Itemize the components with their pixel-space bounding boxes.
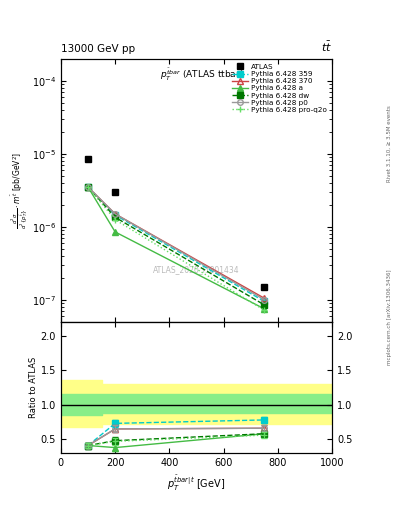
Line: Pythia 6.428 a: Pythia 6.428 a bbox=[85, 184, 267, 312]
Text: Rivet 3.1.10, ≥ 3.5M events: Rivet 3.1.10, ≥ 3.5M events bbox=[387, 105, 392, 182]
ATLAS bbox=[262, 284, 266, 290]
Pythia 6.428 dw bbox=[113, 214, 118, 220]
Pythia 6.428 p0 bbox=[86, 184, 90, 190]
Pythia 6.428 pro-q2o bbox=[86, 184, 90, 190]
Legend: ATLAS, Pythia 6.428 359, Pythia 6.428 370, Pythia 6.428 a, Pythia 6.428 dw, Pyth: ATLAS, Pythia 6.428 359, Pythia 6.428 37… bbox=[231, 62, 329, 114]
Line: Pythia 6.428 pro-q2o: Pythia 6.428 pro-q2o bbox=[85, 184, 267, 313]
Pythia 6.428 359 bbox=[86, 184, 90, 190]
Text: $t\bar{t}$: $t\bar{t}$ bbox=[321, 39, 332, 54]
Pythia 6.428 370 bbox=[262, 295, 266, 301]
Pythia 6.428 359 bbox=[262, 298, 266, 305]
Pythia 6.428 370 bbox=[86, 184, 90, 190]
Line: Pythia 6.428 p0: Pythia 6.428 p0 bbox=[85, 184, 267, 303]
Y-axis label: Ratio to ATLAS: Ratio to ATLAS bbox=[29, 357, 38, 418]
Pythia 6.428 a bbox=[262, 306, 266, 312]
Pythia 6.428 p0 bbox=[262, 296, 266, 303]
Pythia 6.428 359 bbox=[113, 212, 118, 218]
Pythia 6.428 pro-q2o bbox=[113, 217, 118, 223]
Line: Pythia 6.428 dw: Pythia 6.428 dw bbox=[85, 184, 267, 308]
Text: ATLAS_2020_I1801434: ATLAS_2020_I1801434 bbox=[153, 265, 240, 273]
Pythia 6.428 pro-q2o bbox=[262, 307, 266, 313]
Pythia 6.428 370 bbox=[113, 211, 118, 217]
Pythia 6.428 p0 bbox=[113, 211, 118, 217]
ATLAS bbox=[113, 189, 118, 195]
Pythia 6.428 a bbox=[86, 184, 90, 190]
Line: Pythia 6.428 359: Pythia 6.428 359 bbox=[85, 184, 267, 304]
X-axis label: $p^{\bar{t}bar|t}_T$ [GeV]: $p^{\bar{t}bar|t}_T$ [GeV] bbox=[167, 474, 226, 494]
Line: ATLAS: ATLAS bbox=[84, 156, 268, 290]
Pythia 6.428 dw bbox=[262, 302, 266, 308]
Pythia 6.428 a bbox=[113, 229, 118, 235]
Y-axis label: $\frac{d^2\sigma}{d^2\{p_T^{\bar{t}}\}}\cdot m^{\bar{t}}$ [pb/GeV$^2$]: $\frac{d^2\sigma}{d^2\{p_T^{\bar{t}}\}}\… bbox=[9, 152, 31, 229]
Text: 13000 GeV pp: 13000 GeV pp bbox=[61, 44, 135, 54]
ATLAS bbox=[86, 156, 90, 162]
Text: mcplots.cern.ch [arXiv:1306.3436]: mcplots.cern.ch [arXiv:1306.3436] bbox=[387, 270, 392, 365]
Text: $p_T^{\bar{t}bar}$ (ATLAS ttbar): $p_T^{\bar{t}bar}$ (ATLAS ttbar) bbox=[160, 67, 244, 83]
Line: Pythia 6.428 370: Pythia 6.428 370 bbox=[85, 184, 267, 301]
Pythia 6.428 dw bbox=[86, 184, 90, 190]
